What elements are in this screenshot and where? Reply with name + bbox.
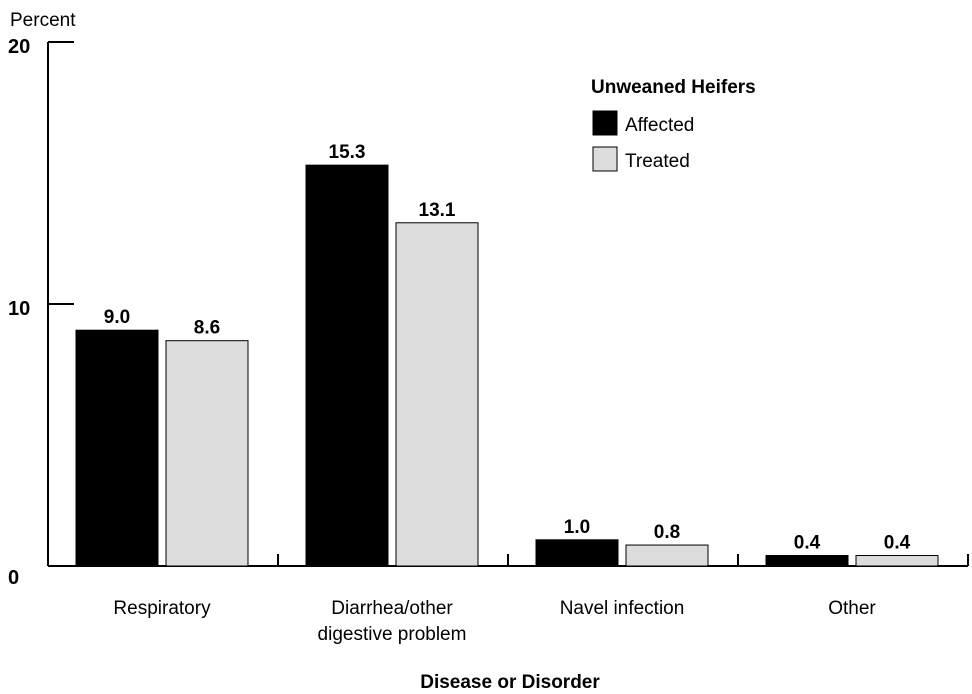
bars [75, 164, 939, 567]
bar-affected [535, 539, 619, 567]
legend-title: Unweaned Heifers [591, 77, 756, 98]
data-label: 9.0 [104, 307, 130, 328]
bar-affected [305, 164, 389, 567]
bar-affected [765, 555, 849, 567]
x-tick-label: Respiratory [113, 598, 211, 619]
bar-treated [165, 340, 249, 567]
x-tick-label: Diarrhea/other [331, 598, 453, 619]
labels: 9.0 8.6 Respiratory 15.3 13.1 Diarrhea/other d… [104, 142, 911, 693]
bar-affected [75, 329, 159, 567]
data-label: 0.4 [794, 533, 821, 554]
bar-treated [855, 555, 939, 567]
bar-treated [625, 544, 709, 567]
data-label: 0.8 [654, 522, 680, 543]
legend-swatch-affected [592, 110, 618, 136]
data-label: 15.3 [329, 142, 366, 163]
data-label: 13.1 [419, 200, 456, 221]
y-tick-label: 10 [8, 298, 30, 320]
legend-label-affected: Affected [625, 115, 694, 136]
y-tick-label: 20 [8, 36, 30, 58]
x-tick-label: Navel infection [560, 598, 685, 619]
y-tick-label: 0 [8, 567, 19, 589]
legend-label-treated: Treated [625, 151, 690, 172]
data-label: 1.0 [564, 517, 590, 538]
y-axis-label: Percent [10, 10, 76, 31]
legend: Unweaned Heifers Affected Treated [591, 77, 756, 172]
x-tick-label: digestive problem [318, 624, 467, 645]
x-tick-label: Other [828, 598, 876, 619]
legend-swatch-treated [592, 146, 618, 172]
x-axis-label: Disease or Disorder [420, 672, 600, 693]
data-label: 0.4 [884, 533, 911, 554]
bar-treated [395, 222, 479, 567]
data-label: 8.6 [194, 318, 220, 339]
